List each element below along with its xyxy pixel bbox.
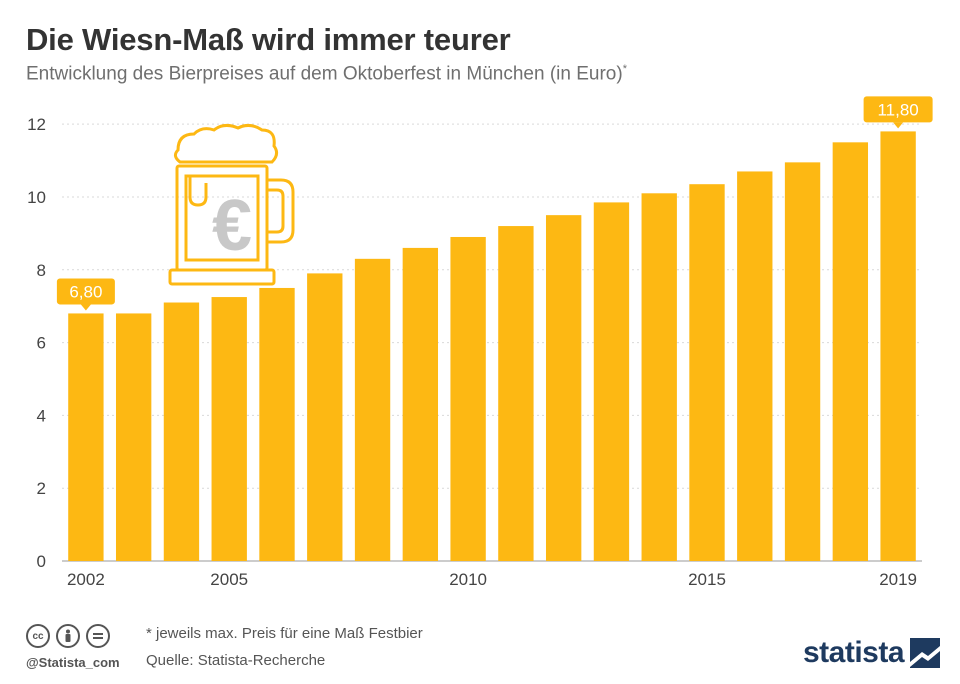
bar-2005 bbox=[211, 297, 247, 561]
y-tick-label: 12 bbox=[27, 115, 46, 134]
bar-2006 bbox=[259, 287, 295, 561]
bar-2014 bbox=[641, 193, 677, 561]
x-tick-label: 2002 bbox=[67, 570, 105, 589]
data-label-text: 6,80 bbox=[69, 282, 102, 301]
y-tick-label: 4 bbox=[37, 406, 46, 425]
bar-2004 bbox=[163, 302, 200, 561]
license-icons: cc bbox=[26, 624, 110, 648]
page-title: Die Wiesn-Maß wird immer teurer bbox=[26, 22, 511, 57]
bar-2003 bbox=[115, 313, 152, 561]
cc-icon: cc bbox=[26, 624, 50, 648]
source-note: Quelle: Statista-Recherche bbox=[146, 652, 326, 669]
bar-2015 bbox=[689, 184, 725, 561]
bar-2019 bbox=[880, 131, 916, 561]
bar-2013 bbox=[593, 202, 630, 561]
svg-text:€: € bbox=[212, 186, 252, 266]
chart-bars bbox=[68, 131, 916, 561]
subtitle-footnote-mark: * bbox=[622, 63, 627, 75]
beer-mug-euro-icon: € bbox=[168, 123, 295, 286]
bar-2017 bbox=[784, 162, 821, 561]
y-tick-label: 8 bbox=[37, 261, 46, 280]
x-tick-label: 2015 bbox=[688, 570, 726, 589]
bar-2007 bbox=[307, 273, 343, 561]
bar-2012 bbox=[545, 215, 582, 561]
no-derivatives-icon bbox=[86, 624, 110, 648]
data-label-2002: 6,80 bbox=[56, 278, 115, 311]
y-tick-label: 2 bbox=[37, 479, 46, 498]
data-label-text: 11,80 bbox=[877, 100, 918, 119]
y-axis-ticks: 0 2 4 6 8 10 12 bbox=[27, 115, 46, 571]
data-label-box bbox=[863, 96, 933, 123]
y-tick-label: 6 bbox=[37, 334, 46, 353]
x-tick-label: 2010 bbox=[449, 570, 487, 589]
bar-2010 bbox=[450, 236, 486, 561]
bar-2009 bbox=[402, 247, 439, 561]
statista-handle[interactable]: @Statista_com bbox=[26, 655, 120, 670]
statista-logo[interactable]: statista bbox=[803, 636, 941, 670]
data-label-pointer bbox=[80, 304, 91, 311]
footnote: * jeweils max. Preis für eine Maß Festbi… bbox=[146, 625, 423, 642]
subtitle-text: Entwicklung des Bierpreises auf dem Okto… bbox=[26, 63, 623, 85]
page-subtitle: Entwicklung des Bierpreises auf dem Okto… bbox=[26, 63, 627, 85]
x-tick-label: 2005 bbox=[210, 570, 248, 589]
bar-2008 bbox=[354, 258, 391, 561]
y-tick-label: 0 bbox=[37, 552, 46, 571]
bar-2018 bbox=[832, 142, 869, 561]
bar-2011 bbox=[498, 226, 534, 561]
statista-wordmark: statista bbox=[803, 636, 905, 669]
chart-grid bbox=[62, 123, 922, 562]
bar-2002 bbox=[68, 313, 104, 561]
x-axis-ticks: 2002 2005 2010 2015 2019 bbox=[67, 570, 917, 589]
by-attribution-icon bbox=[56, 624, 80, 648]
data-labels: 6,80 11,80 bbox=[56, 96, 933, 311]
statista-mark-icon bbox=[910, 638, 941, 668]
x-tick-label: 2019 bbox=[879, 570, 917, 589]
data-label-2019: 11,80 bbox=[863, 96, 933, 129]
data-label-box bbox=[56, 278, 115, 305]
bar-2016 bbox=[737, 171, 773, 561]
y-tick-label: 10 bbox=[27, 188, 46, 207]
data-label-pointer bbox=[893, 122, 904, 129]
